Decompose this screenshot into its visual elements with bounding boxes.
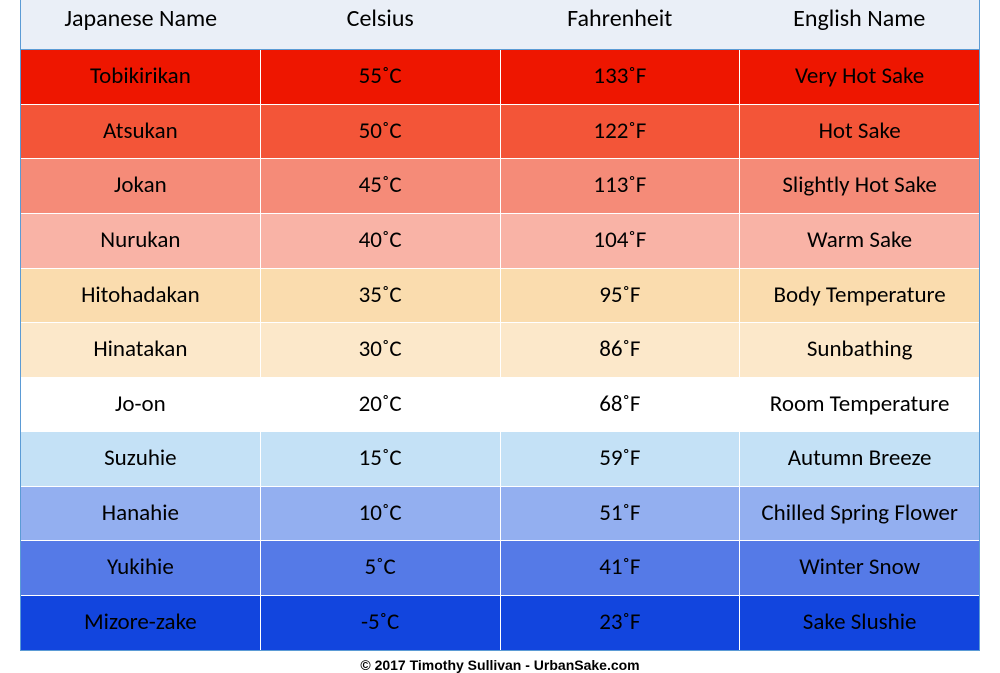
table-row: Hanahie10˚C51˚FChilled Spring Flower (21, 487, 979, 542)
col-header-celsius: Celsius (261, 0, 501, 49)
cell-fahrenheit: 104˚F (501, 214, 741, 268)
cell-japanese: Nurukan (21, 214, 261, 268)
cell-japanese: Hitohadakan (21, 269, 261, 323)
table-row: Yukihie5˚C41˚FWinter Snow (21, 541, 979, 596)
cell-fahrenheit: 41˚F (501, 541, 741, 595)
cell-japanese: Tobikirikan (21, 50, 261, 104)
cell-japanese: Hinatakan (21, 323, 261, 377)
cell-fahrenheit: 86˚F (501, 323, 741, 377)
cell-english: Autumn Breeze (740, 432, 979, 486)
cell-japanese: Atsukan (21, 105, 261, 159)
cell-japanese: Jo-on (21, 378, 261, 432)
cell-fahrenheit: 122˚F (501, 105, 741, 159)
cell-celsius: 50˚C (261, 105, 501, 159)
table-header-row: Japanese Name Celsius Fahrenheit English… (21, 0, 979, 50)
cell-japanese: Hanahie (21, 487, 261, 541)
cell-japanese: Jokan (21, 159, 261, 213)
cell-fahrenheit: 68˚F (501, 378, 741, 432)
cell-english: Warm Sake (740, 214, 979, 268)
cell-english: Room Temperature (740, 378, 979, 432)
sake-temperature-table: Japanese Name Celsius Fahrenheit English… (20, 0, 980, 651)
cell-english: Slightly Hot Sake (740, 159, 979, 213)
cell-fahrenheit: 23˚F (501, 596, 741, 650)
cell-fahrenheit: 113˚F (501, 159, 741, 213)
table-row: Hinatakan30˚C86˚FSunbathing (21, 323, 979, 378)
cell-fahrenheit: 59˚F (501, 432, 741, 486)
cell-english: Winter Snow (740, 541, 979, 595)
col-header-fahrenheit: Fahrenheit (500, 0, 740, 49)
cell-celsius: 10˚C (261, 487, 501, 541)
credit-text: © 2017 Timothy Sullivan - UrbanSake.com (360, 657, 639, 673)
cell-celsius: 30˚C (261, 323, 501, 377)
col-header-english: English Name (740, 0, 980, 49)
cell-celsius: 5˚C (261, 541, 501, 595)
cell-fahrenheit: 95˚F (501, 269, 741, 323)
cell-celsius: 55˚C (261, 50, 501, 104)
table-row: Nurukan40˚C104˚FWarm Sake (21, 214, 979, 269)
cell-english: Chilled Spring Flower (740, 487, 979, 541)
cell-celsius: 15˚C (261, 432, 501, 486)
table-row: Hitohadakan35˚C95˚FBody Temperature (21, 269, 979, 324)
cell-japanese: Yukihie (21, 541, 261, 595)
table-row: Jokan45˚C113˚FSlightly Hot Sake (21, 159, 979, 214)
cell-fahrenheit: 51˚F (501, 487, 741, 541)
cell-english: Sake Slushie (740, 596, 979, 650)
cell-japanese: Suzuhie (21, 432, 261, 486)
cell-celsius: 20˚C (261, 378, 501, 432)
cell-celsius: 45˚C (261, 159, 501, 213)
cell-english: Sunbathing (740, 323, 979, 377)
cell-celsius: 40˚C (261, 214, 501, 268)
table-row: Jo-on20˚C68˚FRoom Temperature (21, 378, 979, 433)
cell-japanese: Mizore-zake (21, 596, 261, 650)
cell-english: Body Temperature (740, 269, 979, 323)
table-row: Atsukan50˚C122˚FHot Sake (21, 105, 979, 160)
cell-english: Very Hot Sake (740, 50, 979, 104)
cell-english: Hot Sake (740, 105, 979, 159)
col-header-japanese: Japanese Name (21, 0, 261, 49)
cell-fahrenheit: 133˚F (501, 50, 741, 104)
table-row: Mizore-zake-5˚C23˚FSake Slushie (21, 596, 979, 650)
cell-celsius: 35˚C (261, 269, 501, 323)
cell-celsius: -5˚C (261, 596, 501, 650)
table-row: Tobikirikan55˚C133˚FVery Hot Sake (21, 50, 979, 105)
table-row: Suzuhie15˚C59˚FAutumn Breeze (21, 432, 979, 487)
